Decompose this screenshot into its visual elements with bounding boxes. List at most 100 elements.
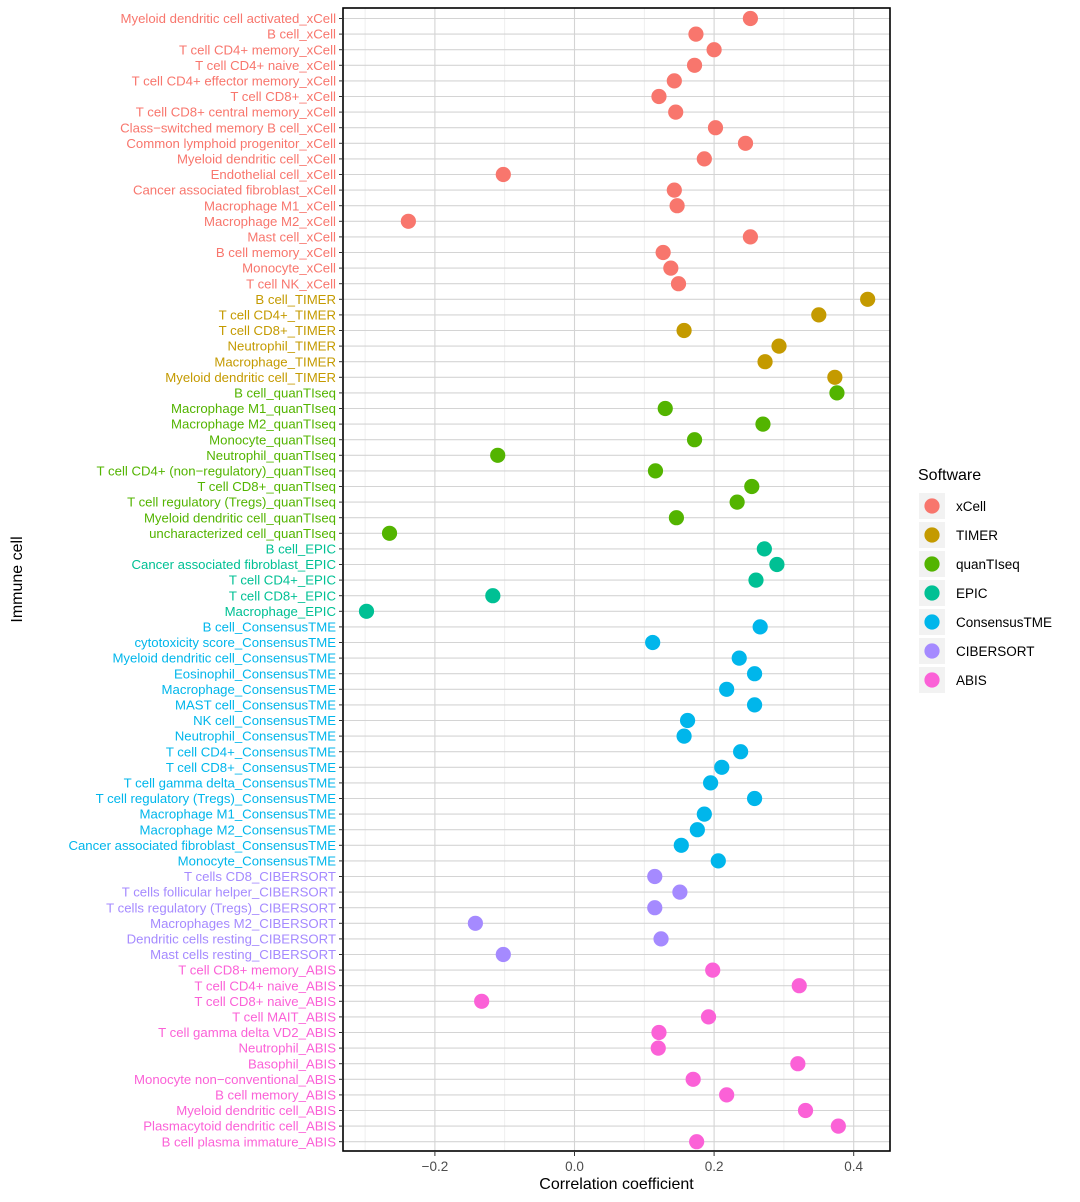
data-point xyxy=(474,993,490,1009)
y-tick-label: Class−switched memory B cell_xCell xyxy=(120,120,336,135)
y-tick-label: Mast cells resting_CIBERSORT xyxy=(150,947,336,962)
data-point xyxy=(744,478,760,495)
data-point xyxy=(647,868,663,885)
legend-label: CIBERSORT xyxy=(956,644,1035,659)
y-tick-label: Macrophage M1_quanTIseq xyxy=(171,401,336,416)
y-tick-label: T cells regulatory (Tregs)_CIBERSORT xyxy=(106,900,336,915)
data-point xyxy=(746,697,763,713)
legend: Software xCell TIMER quanTIseq EPIC Consensu… xyxy=(918,467,1052,693)
y-tick-label: T cell CD4+ (non−regulatory)_quanTIseq xyxy=(97,464,336,479)
y-tick-label: Myeloid dendritic cell activated_xCell xyxy=(121,11,337,26)
y-tick-label: Cancer associated fibroblast_ConsensusTM… xyxy=(68,838,336,853)
data-point xyxy=(752,619,768,635)
data-point xyxy=(827,369,843,385)
y-tick-label: T cell CD8+_ConsensusTME xyxy=(166,760,336,775)
data-point xyxy=(729,494,745,510)
x-tick-label: −0.2 xyxy=(422,1159,449,1174)
data-point xyxy=(755,416,771,432)
legend-label: xCell xyxy=(956,499,986,514)
legend-key xyxy=(924,643,940,659)
y-tick-label: T cell CD8+_xCell xyxy=(230,89,336,104)
y-tick-label: T cell CD4+ naive_xCell xyxy=(195,58,336,73)
legend-label: EPIC xyxy=(956,586,988,601)
data-point xyxy=(771,338,787,354)
data-point xyxy=(676,322,692,339)
y-axis-title: Immune cell xyxy=(9,536,26,622)
y-tick-label: T cell CD4+_ConsensusTME xyxy=(166,744,336,759)
y-tick-label: Monocyte_xCell xyxy=(242,261,336,276)
panel-border xyxy=(342,7,891,1152)
y-tick-label: Cancer associated fibroblast_EPIC xyxy=(131,557,336,572)
y-tick-label: Macrophage_EPIC xyxy=(225,604,337,619)
y-tick-label: Macrophage_ConsensusTME xyxy=(162,682,337,697)
data-point xyxy=(485,588,501,604)
y-tick-label: Macrophages M2_CIBERSORT xyxy=(150,916,336,931)
legend-label: ABIS xyxy=(956,673,987,688)
data-points xyxy=(358,10,876,1150)
y-tick-label: Macrophage M1_xCell xyxy=(204,198,336,213)
data-point xyxy=(647,900,663,916)
data-point xyxy=(746,666,763,682)
y-tick-label: T cell CD8+ memory_ABIS xyxy=(178,963,336,978)
data-point xyxy=(719,681,735,697)
y-tick-label: B cell memory_ABIS xyxy=(215,1088,336,1103)
data-point xyxy=(696,806,712,822)
y-tick-label: Myeloid dendritic cell_ABIS xyxy=(176,1103,336,1118)
data-point xyxy=(769,556,785,573)
data-point xyxy=(689,1134,705,1150)
x-axis: −0.2 0.0 0.2 0.4 xyxy=(422,1151,864,1174)
y-tick-label: Monocyte_ConsensusTME xyxy=(178,854,337,869)
data-point xyxy=(705,962,721,978)
data-point xyxy=(670,276,687,292)
data-point xyxy=(666,182,682,198)
legend-key xyxy=(924,585,940,601)
y-tick-label: T cell CD8+_quanTIseq xyxy=(197,479,336,494)
y-tick-label: B cell_TIMER xyxy=(255,292,336,307)
legend-label: ConsensusTME xyxy=(956,615,1052,630)
data-point xyxy=(400,213,416,229)
data-point xyxy=(860,291,876,307)
y-tick-label: Myeloid dendritic cell_TIMER xyxy=(165,370,336,385)
data-point xyxy=(358,603,375,619)
y-tick-label: T cell CD4+ memory_xCell xyxy=(179,42,336,57)
data-point xyxy=(663,260,679,276)
x-tick-label: 0.4 xyxy=(844,1159,863,1174)
data-point xyxy=(790,1056,806,1072)
data-point xyxy=(647,463,664,479)
data-point xyxy=(645,634,661,651)
y-tick-label: B cell_xCell xyxy=(267,27,336,42)
x-tick-label: 0.2 xyxy=(705,1159,724,1174)
data-point xyxy=(811,307,827,323)
y-tick-label: T cell CD8+ naive_ABIS xyxy=(194,994,336,1009)
y-tick-label: Macrophage M2_xCell xyxy=(204,214,336,229)
y-tick-label: MAST cell_ConsensusTME xyxy=(175,698,336,713)
data-point xyxy=(673,837,689,853)
y-tick-label: T cell regulatory (Tregs)_quanTIseq xyxy=(127,495,336,510)
data-point xyxy=(756,541,772,557)
legend-label: TIMER xyxy=(956,528,998,543)
legend-key xyxy=(924,556,940,572)
data-point xyxy=(668,510,685,526)
data-point xyxy=(651,88,667,105)
data-point xyxy=(742,10,758,27)
y-tick-label: Myeloid dendritic cell_quanTIseq xyxy=(144,510,336,525)
y-tick-label: T cells CD8_CIBERSORT xyxy=(184,869,336,884)
y-tick-label: T cells follicular helper_CIBERSORT xyxy=(122,885,336,900)
data-point xyxy=(490,447,506,463)
y-tick-label: T cell MAIT_ABIS xyxy=(232,1010,336,1025)
data-point xyxy=(742,229,758,245)
y-tick-label: uncharacterized cell_quanTIseq xyxy=(149,526,336,541)
data-point xyxy=(707,120,724,136)
data-point xyxy=(668,104,684,120)
data-point xyxy=(719,1087,735,1103)
data-point xyxy=(467,915,483,931)
y-tick-labels: Myeloid dendritic cell activated_xCellB … xyxy=(68,11,343,1149)
y-tick-label: Eosinophil_ConsensusTME xyxy=(174,666,336,681)
y-tick-label: Cancer associated fibroblast_xCell xyxy=(133,183,336,198)
legend-key xyxy=(924,614,940,630)
data-point xyxy=(655,244,671,261)
y-tick-label: Myeloid dendritic cell_ConsensusTME xyxy=(112,651,336,666)
data-point xyxy=(657,400,673,417)
data-point xyxy=(495,166,511,183)
